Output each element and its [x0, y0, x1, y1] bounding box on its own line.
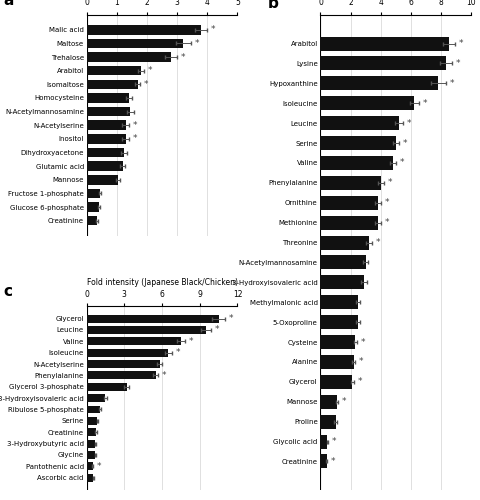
Bar — [86, 107, 130, 117]
Text: *: * — [188, 337, 192, 346]
Bar — [86, 417, 97, 425]
Bar — [86, 93, 129, 103]
Bar — [320, 236, 368, 250]
Text: *: * — [358, 358, 363, 366]
Text: *: * — [455, 59, 459, 68]
Text: *: * — [341, 397, 346, 406]
Bar — [86, 462, 93, 470]
Bar — [320, 395, 336, 408]
Text: c: c — [3, 284, 12, 299]
Bar — [320, 375, 351, 389]
Bar — [320, 315, 358, 329]
Text: *: * — [384, 218, 388, 227]
Text: *: * — [97, 462, 101, 471]
Text: *: * — [357, 378, 361, 386]
Bar — [320, 276, 363, 289]
Text: *: * — [144, 80, 148, 89]
Bar — [86, 162, 122, 171]
Text: *: * — [330, 457, 335, 466]
Bar — [86, 175, 118, 184]
Text: *: * — [194, 39, 199, 48]
Text: *: * — [402, 138, 407, 147]
Bar — [86, 326, 205, 334]
Text: *: * — [211, 26, 215, 35]
Bar — [86, 360, 159, 368]
Text: *: * — [133, 121, 137, 130]
Bar — [86, 372, 156, 380]
Text: *: * — [331, 437, 336, 446]
Bar — [86, 383, 127, 390]
Bar — [86, 25, 201, 34]
Bar — [86, 338, 180, 345]
Text: *: * — [360, 338, 364, 346]
Bar — [86, 216, 97, 226]
Bar — [86, 314, 218, 322]
Bar — [320, 414, 335, 428]
Bar — [320, 335, 354, 349]
Text: *: * — [228, 314, 233, 323]
Text: *: * — [375, 238, 379, 247]
Text: *: * — [180, 52, 185, 62]
Bar — [320, 136, 395, 150]
Bar — [320, 156, 392, 170]
Bar — [320, 454, 326, 468]
Bar — [86, 66, 141, 76]
Text: *: * — [399, 158, 403, 168]
Bar — [320, 256, 365, 270]
Bar — [320, 36, 448, 51]
Text: *: * — [449, 79, 453, 88]
Bar — [86, 202, 99, 212]
Bar — [86, 348, 168, 356]
Bar — [320, 196, 377, 209]
Text: b: b — [267, 0, 278, 11]
Bar — [320, 56, 445, 70]
Bar — [320, 216, 377, 230]
Bar — [320, 76, 437, 90]
Text: *: * — [406, 118, 410, 128]
Bar — [320, 116, 398, 130]
Text: *: * — [384, 198, 388, 207]
Bar — [86, 428, 96, 436]
Text: *: * — [147, 66, 152, 75]
Bar — [86, 406, 100, 413]
Text: *: * — [162, 371, 166, 380]
Text: *: * — [387, 178, 391, 188]
Bar — [86, 394, 105, 402]
Bar — [86, 38, 183, 48]
Bar — [86, 474, 93, 482]
Text: *: * — [457, 39, 462, 48]
Bar — [320, 434, 326, 448]
Bar — [86, 188, 100, 198]
Bar — [86, 52, 171, 62]
Bar — [86, 148, 124, 158]
Text: a: a — [3, 0, 14, 8]
Text: *: * — [215, 326, 219, 334]
Bar — [86, 134, 126, 143]
Bar — [86, 80, 138, 89]
Bar — [320, 296, 358, 309]
Bar — [86, 120, 126, 130]
Bar — [320, 355, 353, 369]
Bar — [86, 440, 95, 448]
Bar — [320, 176, 380, 190]
Text: *: * — [176, 348, 180, 357]
Bar — [86, 451, 95, 459]
Bar — [320, 96, 413, 110]
X-axis label: Fold intensity (Japanese Black/Chicken): Fold intensity (Japanese Black/Chicken) — [86, 278, 237, 287]
Text: *: * — [421, 99, 426, 108]
Text: *: * — [133, 134, 137, 143]
